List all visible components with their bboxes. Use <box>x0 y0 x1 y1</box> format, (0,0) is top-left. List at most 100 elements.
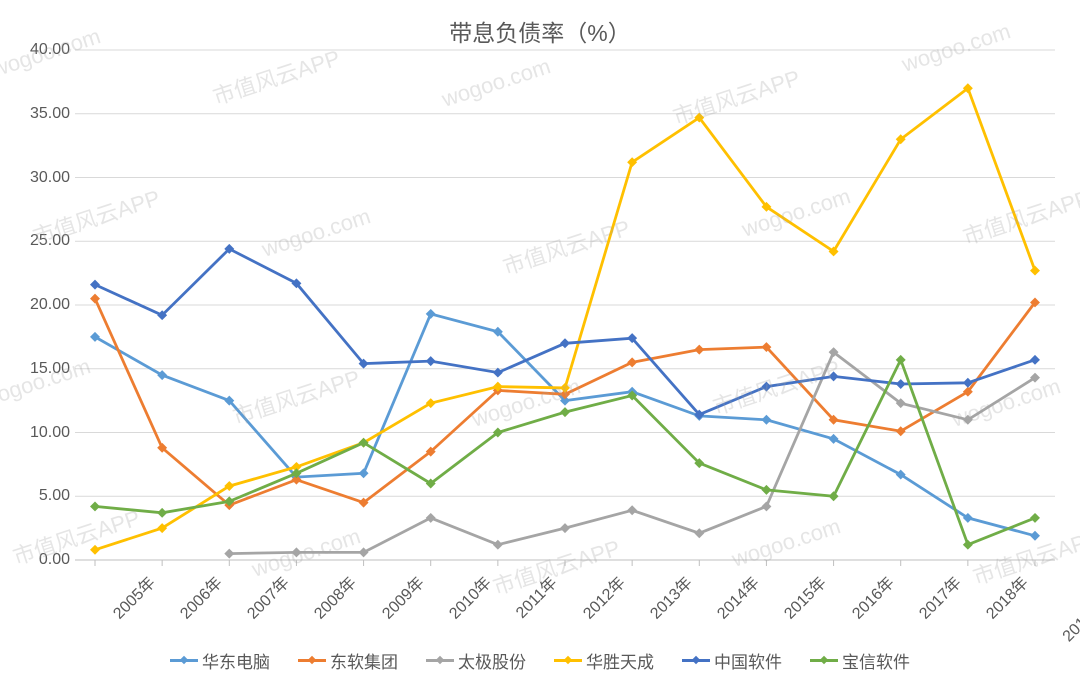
x-tick-label: 2014年 <box>710 570 763 623</box>
series-marker <box>898 357 904 363</box>
legend-label: 华胜天成 <box>586 648 654 673</box>
series-marker <box>428 449 434 455</box>
series-marker <box>696 115 702 121</box>
series-marker <box>898 400 904 406</box>
series-marker <box>898 136 904 142</box>
plot-area <box>75 50 1055 560</box>
y-tick-label: 40.00 <box>10 41 70 59</box>
series-marker <box>293 549 299 555</box>
series-marker <box>226 483 232 489</box>
chart-title: 带息负债率（%） <box>0 14 1080 48</box>
series-marker <box>763 204 769 210</box>
series-marker <box>562 525 568 531</box>
legend-item: 东软集团 <box>298 648 398 673</box>
series-marker <box>1032 357 1038 363</box>
x-tick-label: 2007年 <box>240 570 293 623</box>
series-marker <box>831 436 837 442</box>
legend-item: 华胜天成 <box>554 648 654 673</box>
series-marker <box>1032 268 1038 274</box>
series-marker <box>92 547 98 553</box>
x-tick-label: 2010年 <box>442 570 495 623</box>
series-marker <box>763 487 769 493</box>
series-marker <box>92 296 98 302</box>
series-marker <box>898 428 904 434</box>
legend: 华东电脑 东软集团 太极股份 华胜天成 中国软件 宝信软件 <box>0 648 1080 673</box>
legend-swatch <box>554 659 582 662</box>
series-marker <box>562 385 568 391</box>
legend-swatch <box>682 659 710 662</box>
series-marker <box>361 470 367 476</box>
series-marker <box>159 525 165 531</box>
series-marker <box>831 417 837 423</box>
series-marker <box>428 481 434 487</box>
series-marker <box>495 370 501 376</box>
series-marker <box>629 335 635 341</box>
series-marker <box>159 312 165 318</box>
legend-swatch <box>170 659 198 662</box>
chart-container: 带息负债率（%） 0.005.0010.0015.0020.0025.0030.… <box>0 0 1080 681</box>
series-marker <box>898 381 904 387</box>
series-marker <box>831 248 837 254</box>
y-tick-label: 15.00 <box>10 360 70 378</box>
y-tick-label: 5.00 <box>10 487 70 505</box>
series-marker <box>965 85 971 91</box>
series-marker <box>629 159 635 165</box>
series-marker <box>763 344 769 350</box>
legend-label: 华东电脑 <box>202 648 270 673</box>
series-marker <box>696 347 702 353</box>
series-marker <box>696 412 702 418</box>
series-marker <box>428 515 434 521</box>
series-marker <box>965 417 971 423</box>
series-marker <box>1032 375 1038 381</box>
series-marker <box>361 440 367 446</box>
series-marker <box>361 361 367 367</box>
series-marker <box>495 542 501 548</box>
legend-label: 宝信软件 <box>842 648 910 673</box>
series-marker <box>696 460 702 466</box>
series-marker <box>831 373 837 379</box>
series-marker <box>1032 515 1038 521</box>
series-marker <box>428 311 434 317</box>
series-marker <box>92 334 98 340</box>
series-marker <box>226 498 232 504</box>
series-marker <box>159 445 165 451</box>
series-marker <box>226 398 232 404</box>
series-marker <box>629 393 635 399</box>
x-tick-label: 2012年 <box>576 570 629 623</box>
series-marker <box>495 329 501 335</box>
series-marker <box>629 359 635 365</box>
series-marker <box>831 493 837 499</box>
x-tick-label: 2005年 <box>106 570 159 623</box>
series-marker <box>763 417 769 423</box>
series-marker <box>293 470 299 476</box>
y-tick-label: 0.00 <box>10 551 70 569</box>
y-tick-label: 10.00 <box>10 424 70 442</box>
legend-label: 中国软件 <box>714 648 782 673</box>
series-marker <box>159 372 165 378</box>
series-marker <box>965 542 971 548</box>
y-tick-label: 20.00 <box>10 296 70 314</box>
series-line <box>95 88 1035 550</box>
legend-swatch <box>810 659 838 662</box>
series-marker <box>1032 299 1038 305</box>
series-marker <box>226 551 232 557</box>
plot-svg <box>75 50 1055 560</box>
series-marker <box>763 384 769 390</box>
legend-item: 中国软件 <box>682 648 782 673</box>
series-marker <box>1032 533 1038 539</box>
legend-label: 东软集团 <box>330 648 398 673</box>
x-tick-label: 2019年中报 <box>1055 570 1080 646</box>
x-tick-label: 2013年 <box>643 570 696 623</box>
x-tick-label: 2011年 <box>509 570 562 623</box>
series-marker <box>428 358 434 364</box>
legend-label: 太极股份 <box>458 648 526 673</box>
legend-swatch <box>426 659 454 662</box>
legend-item: 宝信软件 <box>810 648 910 673</box>
legend-swatch <box>298 659 326 662</box>
x-tick-label: 2017年 <box>912 570 965 623</box>
series-marker <box>965 515 971 521</box>
series-marker <box>361 500 367 506</box>
series-marker <box>965 389 971 395</box>
series-marker <box>763 503 769 509</box>
x-tick-label: 2015年 <box>778 570 831 623</box>
